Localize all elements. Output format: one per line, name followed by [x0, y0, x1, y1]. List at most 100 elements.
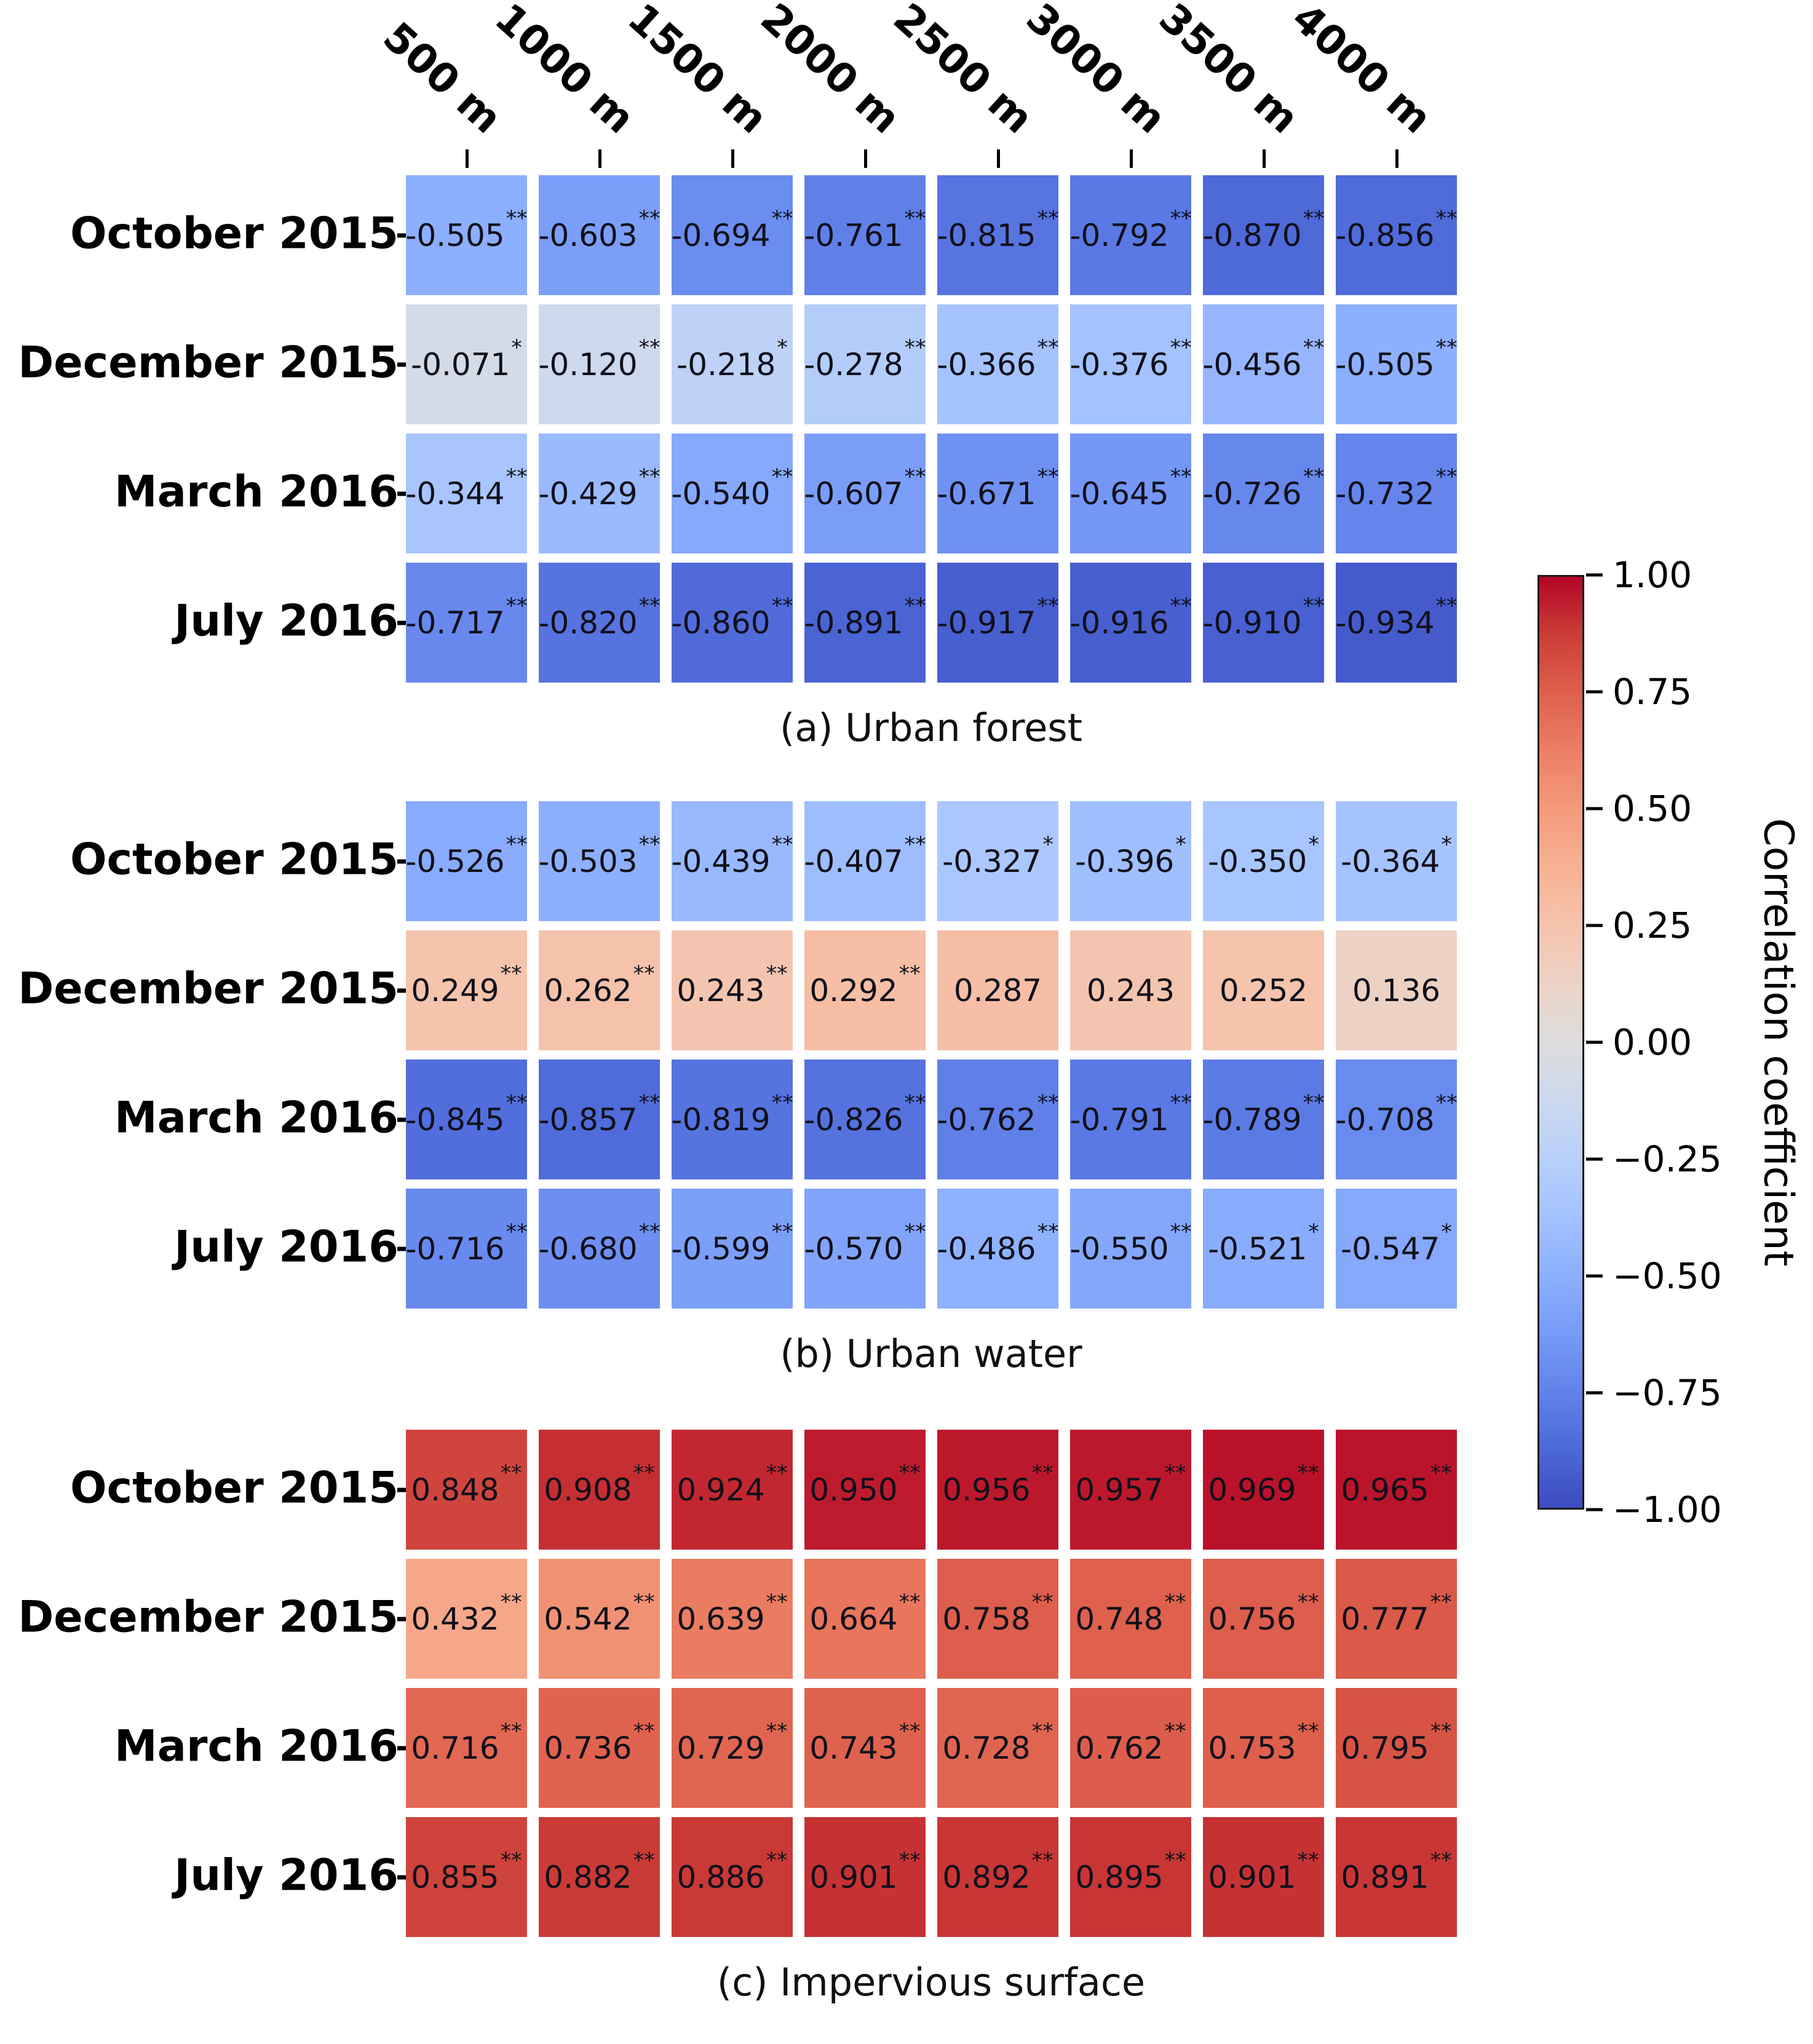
heatmap-cell: 0.950**: [804, 1430, 926, 1550]
cell-value: 0.753**: [1208, 1719, 1319, 1766]
cell-value: 0.756**: [1208, 1590, 1319, 1637]
significance-asterisks: **: [771, 1220, 793, 1245]
heatmap-cell: -0.540**: [671, 434, 793, 553]
cell-value: -0.857**: [538, 1091, 661, 1138]
heatmap-cell: 0.287: [937, 930, 1058, 1050]
significance-asterisks: **: [633, 1848, 655, 1874]
heatmap-cell: -0.456**: [1202, 304, 1325, 424]
significance-asterisks: **: [638, 207, 661, 232]
significance-asterisks: **: [1170, 594, 1192, 619]
x-tick: [997, 149, 1000, 168]
colorbar-tick: [1586, 690, 1603, 694]
significance-asterisks: **: [771, 465, 793, 490]
cell-value: -0.708**: [1335, 1091, 1458, 1138]
heatmap-cell: 0.762**: [1070, 1688, 1191, 1808]
cell-value: -0.278**: [804, 336, 926, 382]
heatmap-cell: -0.819**: [671, 1060, 793, 1179]
significance-asterisks: **: [1037, 465, 1059, 490]
heatmap-cell: 0.891**: [1336, 1817, 1457, 1937]
cell-value: 0.882**: [544, 1848, 655, 1895]
heatmap-cell: -0.934**: [1335, 563, 1458, 683]
significance-asterisks: **: [1164, 1848, 1186, 1874]
significance-asterisks: *: [777, 336, 788, 361]
colorbar-tick-label: 0.75: [1613, 671, 1692, 713]
colorbar-tick-label: −0.50: [1613, 1255, 1722, 1297]
cell-value: 0.886**: [676, 1848, 788, 1895]
cell-value: 0.777**: [1341, 1590, 1452, 1637]
cell-value: -0.789**: [1202, 1091, 1325, 1138]
significance-asterisks: **: [1031, 1461, 1053, 1486]
significance-asterisks: *: [1308, 833, 1319, 858]
significance-asterisks: **: [1037, 1220, 1059, 1245]
cell-value: -0.526**: [405, 833, 528, 879]
cell-value: 0.639**: [676, 1590, 788, 1637]
cell-value: 0.950**: [809, 1461, 921, 1508]
significance-asterisks: **: [1170, 336, 1192, 361]
cell-value: 0.249**: [411, 962, 522, 1008]
colorbar-tick: [1586, 1391, 1603, 1395]
significance-asterisks: *: [1175, 833, 1186, 858]
row-label: March 2016: [114, 1721, 399, 1772]
heatmap-cell: 0.243: [1070, 930, 1191, 1050]
significance-asterisks: **: [1297, 1719, 1319, 1745]
cell-value: 0.891**: [1341, 1848, 1452, 1895]
cell-value: -0.726**: [1202, 465, 1325, 512]
cell-value: -0.486**: [937, 1220, 1059, 1267]
heatmap-cell: 0.252: [1203, 930, 1324, 1050]
y-tick: [397, 988, 411, 992]
significance-asterisks: **: [500, 1461, 522, 1486]
significance-asterisks: **: [771, 833, 793, 858]
heatmap-cell: -0.607**: [804, 434, 926, 553]
y-tick: [397, 491, 411, 496]
heatmap-cell: -0.857**: [538, 1060, 661, 1179]
heatmap-cell: -0.732**: [1335, 434, 1458, 553]
cell-value: -0.503**: [538, 833, 661, 879]
heatmap-cell: 0.716**: [406, 1688, 527, 1808]
heatmap-cell: 0.855**: [406, 1817, 527, 1937]
cell-value: 0.736**: [544, 1719, 655, 1766]
x-tick: [598, 149, 601, 168]
cell-value: -0.550**: [1069, 1220, 1192, 1267]
heatmap-cell: -0.694**: [671, 175, 793, 295]
significance-asterisks: **: [1170, 465, 1192, 490]
significance-asterisks: **: [1303, 1091, 1325, 1116]
significance-asterisks: **: [1430, 1848, 1452, 1874]
cell-value: 0.292**: [809, 962, 921, 1008]
x-tick: [466, 149, 469, 168]
cell-value: -0.366**: [937, 336, 1059, 382]
significance-asterisks: **: [638, 833, 661, 858]
heatmap-cell: -0.486**: [937, 1189, 1059, 1309]
significance-asterisks: **: [1164, 1461, 1186, 1486]
significance-asterisks: *: [1441, 833, 1452, 858]
significance-asterisks: **: [500, 1590, 522, 1615]
cell-value: -0.364*: [1341, 833, 1452, 879]
heatmap-cell: -0.791**: [1069, 1060, 1192, 1179]
significance-asterisks: **: [633, 1719, 655, 1745]
cell-value: -0.694**: [671, 207, 793, 253]
heatmap-cell: -0.366**: [937, 304, 1059, 424]
cell-value: 0.664**: [809, 1590, 921, 1637]
heatmap-cell: -0.503**: [538, 801, 661, 921]
significance-asterisks: **: [1303, 336, 1325, 361]
y-tick: [397, 1117, 411, 1122]
heatmap-cell: 0.748**: [1070, 1559, 1191, 1679]
colorbar-tick: [1586, 573, 1603, 577]
cell-value: 0.908**: [544, 1461, 655, 1508]
column-header: 2500 m: [884, 0, 1042, 143]
colorbar-tick: [1586, 924, 1603, 927]
heatmap-cell: -0.376**: [1069, 304, 1192, 424]
heatmap-cell: -0.550**: [1069, 1189, 1192, 1309]
significance-asterisks: **: [766, 1590, 788, 1615]
cell-value: 0.136: [1352, 972, 1441, 1008]
heatmap-cell: 0.136: [1336, 930, 1457, 1050]
significance-asterisks: **: [899, 1590, 921, 1615]
cell-value: -0.891**: [804, 594, 926, 641]
significance-asterisks: **: [506, 594, 528, 619]
heatmap-cell: 0.908**: [539, 1430, 660, 1550]
cell-value: -0.547*: [1341, 1220, 1452, 1267]
row-label: December 2015: [18, 1591, 399, 1642]
significance-asterisks: **: [638, 336, 661, 361]
significance-asterisks: **: [1170, 1220, 1192, 1245]
significance-asterisks: **: [633, 1461, 655, 1486]
